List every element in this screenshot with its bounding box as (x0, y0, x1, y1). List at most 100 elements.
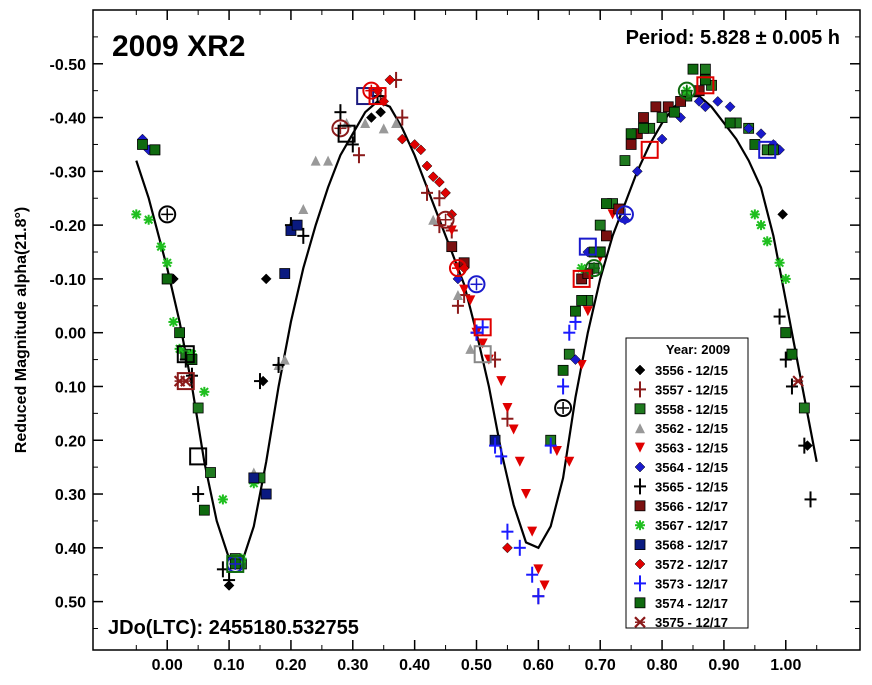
data-point (248, 472, 260, 484)
data-point (199, 386, 210, 397)
data-point (161, 273, 173, 285)
data-point (756, 220, 767, 231)
data-point (502, 542, 513, 554)
legend-item: 3568 - 12/17 (634, 538, 728, 553)
data-point (699, 74, 711, 86)
data-point (780, 273, 791, 284)
legend-item: 3558 - 12/15 (634, 402, 728, 417)
data-point (495, 448, 508, 465)
data-point (514, 456, 525, 467)
x-tick-label: 0.20 (275, 657, 306, 674)
data-point (217, 494, 228, 505)
highlighted-point (158, 205, 177, 224)
data-point (185, 367, 198, 384)
data-point (539, 580, 550, 591)
data-point (279, 354, 290, 365)
data-point (502, 402, 513, 413)
data-point (576, 359, 587, 370)
data-point (777, 209, 789, 220)
data-point (260, 273, 272, 285)
highlighted-point (758, 140, 777, 159)
data-point (755, 128, 767, 140)
data-point (564, 456, 575, 467)
data-point (476, 319, 489, 336)
legend-marker (634, 500, 646, 512)
fit-curve (135, 95, 818, 566)
data-point (291, 219, 303, 231)
y-tick-label: 0.00 (55, 326, 86, 343)
data-point (557, 378, 570, 395)
data-point (446, 241, 458, 253)
legend-marker (634, 575, 646, 592)
legend-marker (635, 423, 645, 434)
x-tick-label: 0.00 (152, 657, 183, 674)
period-label: Period: 5.828 ± 0.005 h (626, 27, 840, 49)
x-tick-label: 1.00 (770, 657, 801, 674)
data-point (378, 123, 389, 134)
legend-label: 3567 - 12/17 (655, 518, 728, 533)
highlighted-point (176, 372, 195, 391)
data-point (650, 101, 662, 113)
data-point (428, 214, 439, 225)
legend-marker (634, 478, 646, 495)
highlighted-point (640, 140, 659, 159)
x-tick-label: 0.50 (461, 657, 492, 674)
legend-label: 3566 - 12/17 (655, 499, 728, 514)
data-point (792, 375, 804, 387)
x-tick-label: 0.90 (708, 657, 739, 674)
legend-label: 3572 - 12/17 (655, 557, 728, 572)
legend-marker (634, 558, 646, 570)
data-point (743, 122, 755, 134)
data-point (446, 225, 457, 236)
legend-marker (634, 616, 646, 628)
fit-curve-group (135, 95, 818, 566)
data-point (600, 198, 612, 210)
y-axis-ticks: -0.50 -0.40 -0.30 -0.20 -0.10 0.00 0.10 0.20 0.3… (50, 36, 860, 629)
y-axis-label: Reduced Magnitude alpha(21.8°) (13, 207, 30, 453)
data-point (496, 376, 507, 387)
data-point (427, 171, 439, 183)
y-tick-label: 0.20 (55, 433, 86, 450)
data-point (396, 133, 408, 145)
data-point (205, 467, 216, 478)
data-point (409, 139, 420, 150)
legend-marker (634, 539, 646, 550)
data-point (699, 63, 711, 75)
legend-item: 3557 - 12/15 (634, 381, 728, 398)
data-point (323, 155, 334, 166)
data-point (798, 402, 810, 414)
legend-item: 3574 - 12/17 (634, 596, 728, 611)
highlighted-point (696, 76, 715, 95)
data-point (415, 144, 427, 156)
data-point (465, 343, 476, 354)
x-tick-label: 0.30 (337, 657, 368, 674)
data-point (174, 327, 185, 339)
data-point (508, 424, 519, 435)
data-point (768, 144, 779, 156)
legend-marker (634, 364, 646, 376)
legend: Year: 2009 3556 - 12/15 3557 - 12/15 3558 … (625, 337, 749, 630)
data-point (451, 297, 464, 314)
y-tick-label: -0.50 (50, 57, 87, 74)
data-point (576, 295, 588, 306)
data-point (365, 112, 377, 123)
legend-title: Year: 2009 (666, 342, 730, 357)
legend-item: 3562 - 12/15 (635, 421, 728, 436)
data-point (279, 268, 291, 279)
highlighted-point (436, 210, 455, 229)
data-point (773, 308, 786, 325)
highlighted-point (467, 275, 486, 294)
highlighted-point (677, 81, 696, 100)
x-tick-label: 0.70 (585, 657, 616, 674)
data-point (477, 338, 488, 349)
y-tick-label: 0.10 (55, 379, 86, 396)
legend-marker (634, 597, 646, 609)
legend-label: 3558 - 12/15 (655, 402, 728, 417)
highlighted-points-group (158, 76, 777, 573)
data-point (533, 564, 544, 575)
legend-label: 3562 - 12/15 (655, 421, 728, 436)
data-point (638, 112, 649, 123)
data-point (774, 257, 785, 268)
legend-marker (634, 381, 646, 398)
data-point (570, 305, 581, 317)
